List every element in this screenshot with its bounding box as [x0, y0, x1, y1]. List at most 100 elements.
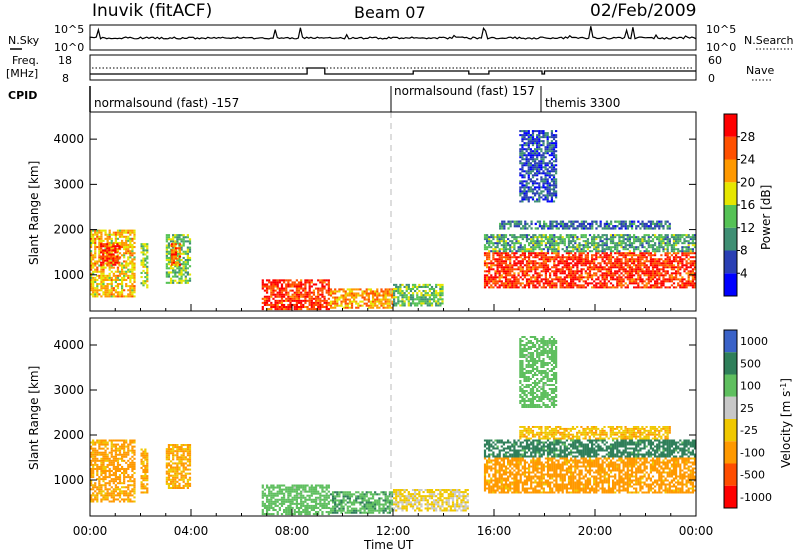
- data-cell: [531, 136, 535, 139]
- data-cell: [620, 246, 623, 249]
- data-cell: [98, 264, 101, 267]
- data-cell: [555, 286, 558, 289]
- data-cell: [654, 244, 657, 247]
- data-cell: [666, 244, 669, 247]
- data-cell: [142, 269, 145, 272]
- data-cell: [624, 242, 627, 245]
- data-cell: [561, 258, 564, 261]
- data-cell: [102, 274, 105, 277]
- data-cell: [660, 238, 663, 241]
- data-cell: [538, 220, 542, 223]
- data-cell: [486, 282, 489, 285]
- data-cell: [167, 456, 171, 459]
- data-cell: [114, 494, 117, 497]
- data-cell: [553, 270, 556, 273]
- data-cell: [120, 445, 124, 448]
- data-cell: [120, 289, 124, 292]
- data-cell: [504, 250, 508, 253]
- data-cell: [120, 272, 124, 275]
- data-cell: [98, 237, 101, 240]
- data-cell: [662, 242, 665, 245]
- data-cell: [133, 445, 136, 448]
- data-cell: [488, 238, 491, 241]
- data-cell: [531, 164, 535, 167]
- data-cell: [609, 282, 613, 285]
- data-cell: [376, 304, 379, 307]
- data-cell: [144, 448, 147, 451]
- data-cell: [502, 284, 506, 287]
- data-cell: [140, 452, 143, 455]
- data-cell: [546, 270, 550, 273]
- data-cell: [439, 287, 442, 291]
- data-cell: [620, 222, 623, 226]
- data-cell: [586, 248, 590, 251]
- data-cell: [146, 245, 149, 248]
- data-cell: [662, 278, 665, 281]
- data-cell: [612, 236, 615, 239]
- data-cell: [435, 294, 438, 297]
- data-cell: [548, 166, 551, 169]
- data-cell: [542, 170, 545, 173]
- data-cell: [142, 452, 145, 455]
- data-cell: [104, 469, 107, 473]
- data-cell: [525, 278, 529, 281]
- data-cell: [656, 248, 659, 251]
- data-cell: [306, 299, 309, 302]
- data-cell: [576, 268, 579, 271]
- data-cell: [548, 170, 551, 173]
- data-cell: [142, 251, 145, 254]
- data-cell: [146, 456, 149, 459]
- data-cell: [593, 266, 596, 269]
- data-cell: [517, 222, 521, 226]
- data-cell: [304, 283, 307, 286]
- data-cell: [538, 140, 541, 143]
- data-cell: [306, 295, 309, 298]
- data-cell: [612, 225, 615, 228]
- data-cell: [283, 279, 286, 282]
- data-cell: [628, 280, 632, 283]
- data-cell: [662, 280, 665, 283]
- data-cell: [532, 236, 535, 239]
- data-cell: [441, 294, 444, 297]
- data-cell: [607, 246, 611, 249]
- data-cell: [630, 282, 634, 285]
- data-cell: [567, 250, 571, 253]
- data-cell: [325, 308, 328, 311]
- data-cell: [127, 459, 130, 462]
- data-cell: [649, 264, 653, 267]
- data-cell: [551, 240, 554, 243]
- data-cell: [515, 240, 518, 243]
- data-cell: [104, 455, 107, 458]
- data-cell: [677, 240, 680, 243]
- data-cell: [555, 222, 558, 226]
- data-cell: [668, 280, 671, 283]
- data-cell: [536, 244, 539, 247]
- data-cell: [668, 266, 671, 269]
- data-cell: [567, 242, 571, 245]
- data-cell: [540, 248, 543, 251]
- data-cell: [542, 240, 545, 243]
- data-cell: [131, 500, 134, 503]
- data-cell: [304, 287, 307, 290]
- data-cell: [102, 245, 105, 248]
- data-cell: [517, 220, 521, 223]
- data-cell: [102, 229, 105, 232]
- data-cell: [563, 256, 566, 259]
- data-cell: [546, 180, 549, 183]
- data-cell: [182, 242, 185, 245]
- data-cell: [628, 250, 632, 253]
- data-cell: [287, 291, 290, 294]
- data-cell: [601, 246, 604, 249]
- data-cell: [104, 472, 107, 475]
- data-cell: [546, 146, 549, 149]
- data-cell: [502, 234, 506, 237]
- data-cell: [531, 152, 535, 155]
- data-cell: [96, 285, 99, 288]
- data-cell: [637, 262, 640, 265]
- data-cell: [98, 467, 101, 470]
- data-cell: [494, 276, 497, 279]
- data-cell: [511, 246, 514, 249]
- data-cell: [108, 266, 111, 269]
- data-cell: [317, 293, 320, 296]
- data-cell: [98, 293, 101, 296]
